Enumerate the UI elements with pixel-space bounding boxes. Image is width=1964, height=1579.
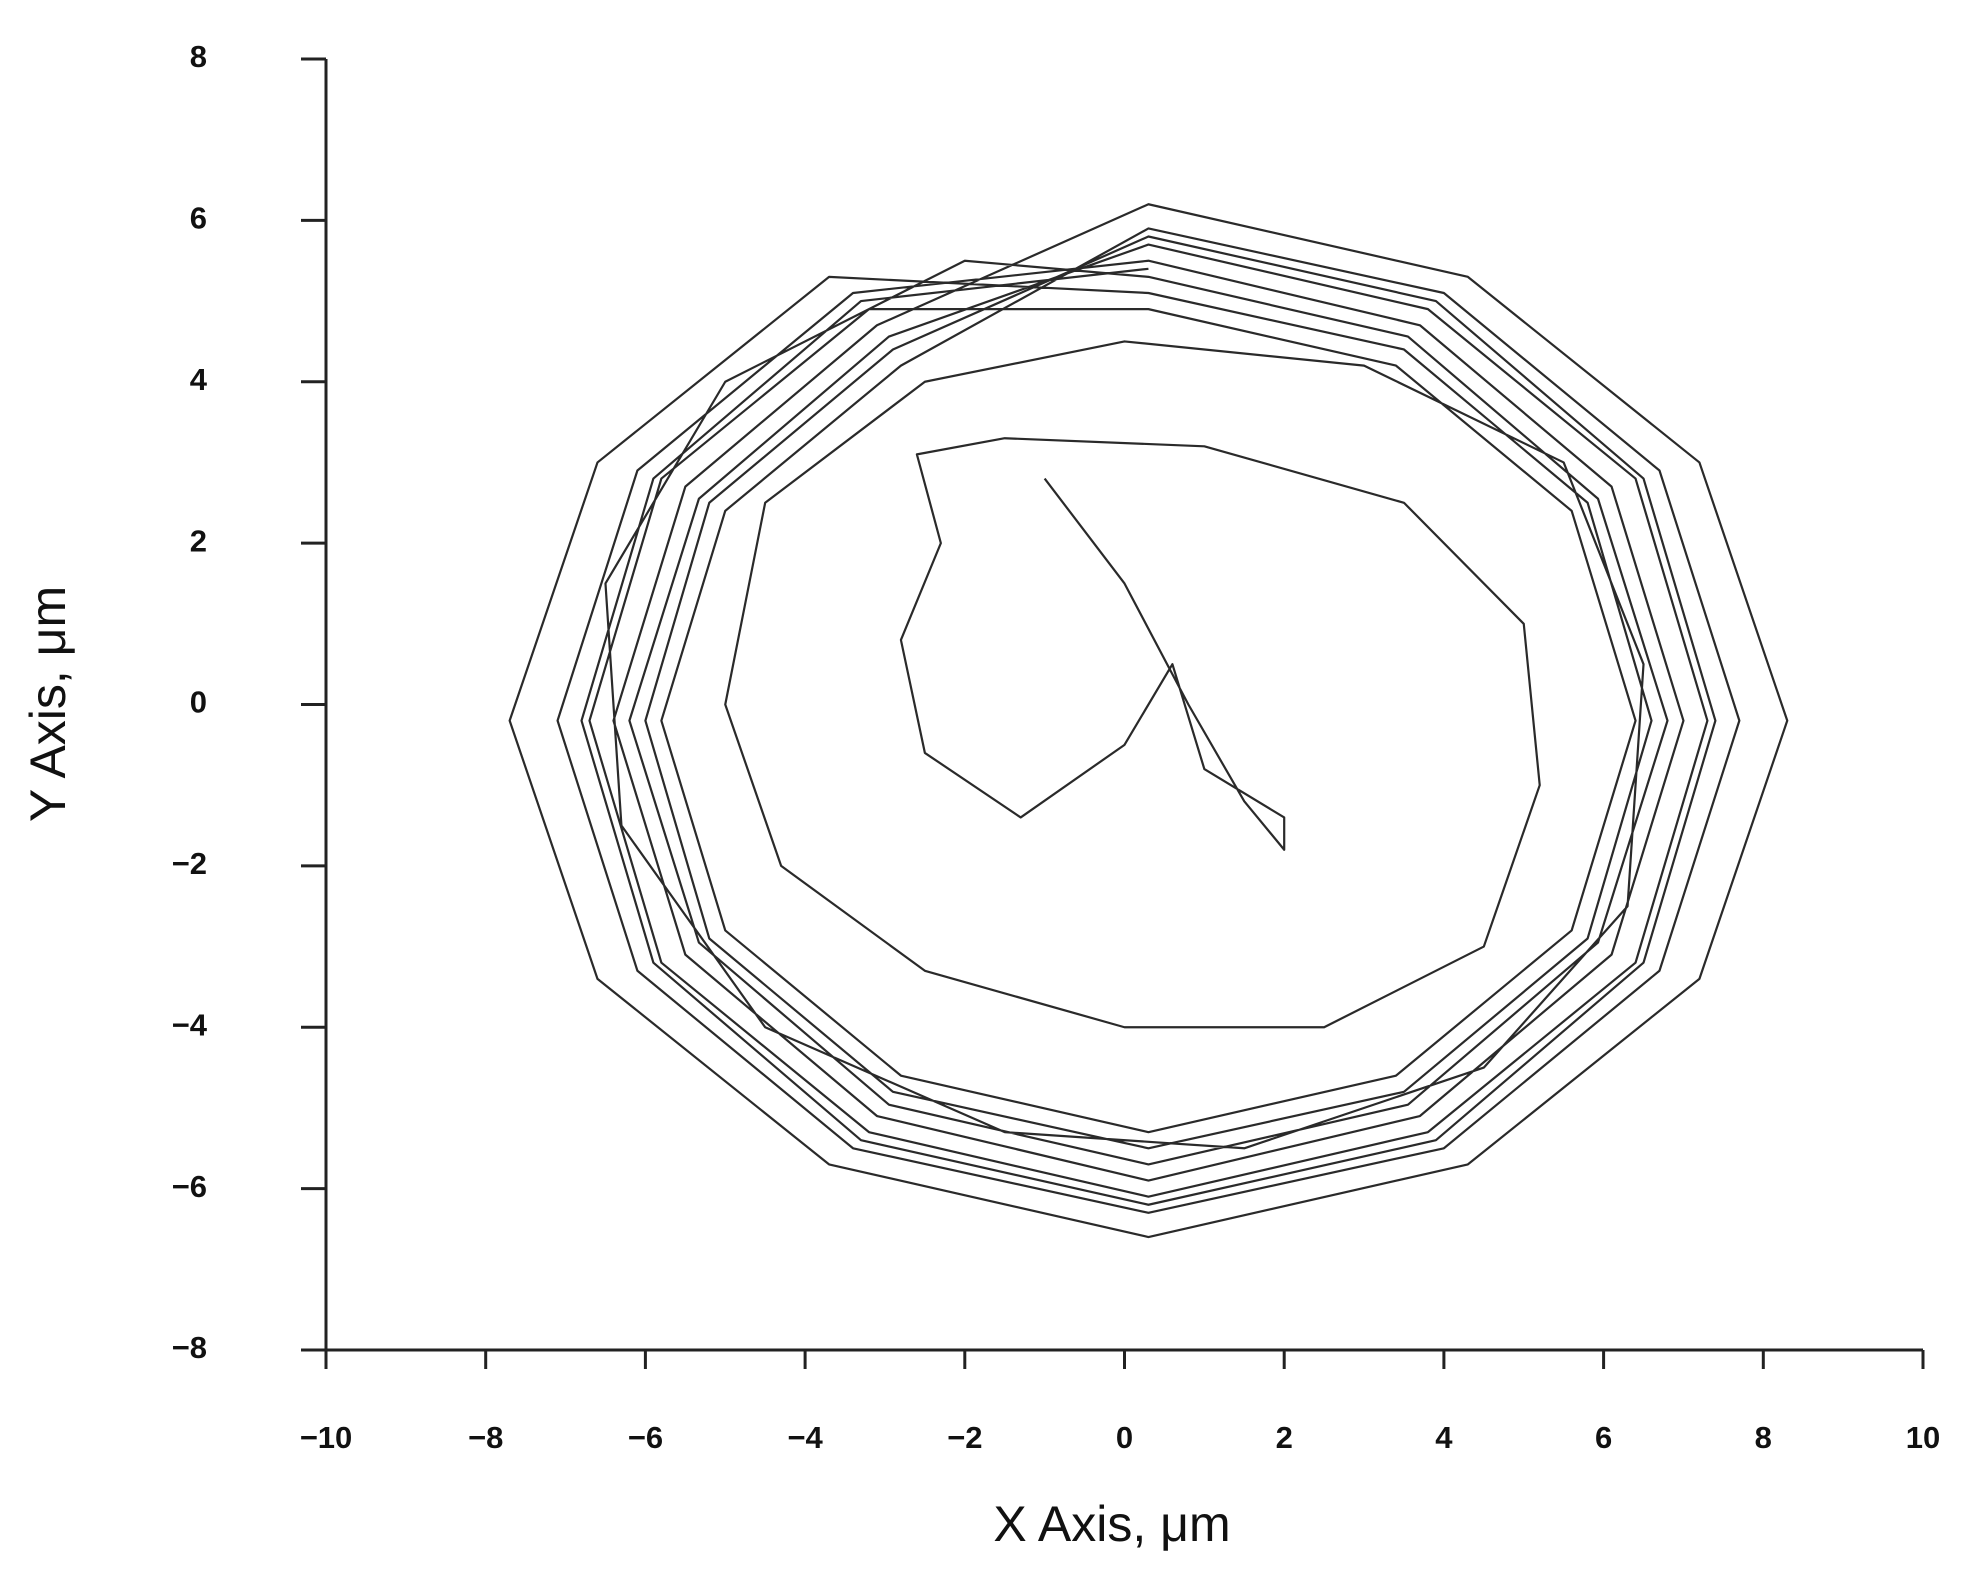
- trajectory-line: [508, 203, 1789, 1239]
- y-tick-label: −2: [172, 846, 207, 881]
- y-tick-label: −6: [172, 1169, 207, 1204]
- x-tick-label: 8: [1755, 1420, 1772, 1455]
- x-tick-label: 10: [1906, 1420, 1940, 1455]
- y-tick-label: 8: [190, 39, 207, 74]
- y-tick-label: 2: [190, 523, 207, 558]
- y-tick-label: 0: [190, 685, 207, 720]
- x-tick-label: −6: [628, 1420, 663, 1455]
- x-tick-label: 6: [1595, 1420, 1612, 1455]
- y-tick-label: 6: [190, 201, 207, 236]
- x-tick-label: 2: [1276, 1420, 1293, 1455]
- x-tick-label: −2: [947, 1420, 982, 1455]
- y-axis-title: Y Axis, μm: [20, 586, 76, 822]
- x-tick-label: −10: [300, 1420, 353, 1455]
- y-tick-label: −4: [172, 1007, 208, 1042]
- y-tick-label: −8: [172, 1330, 207, 1365]
- x-tick-label: −8: [468, 1420, 503, 1455]
- x-tick-label: −4: [787, 1420, 823, 1455]
- y-tick-label: 4: [190, 362, 208, 397]
- x-tick-label: 0: [1116, 1420, 1133, 1455]
- x-axis-title: X Axis, μm: [993, 1496, 1230, 1552]
- x-tick-label: 4: [1435, 1420, 1453, 1455]
